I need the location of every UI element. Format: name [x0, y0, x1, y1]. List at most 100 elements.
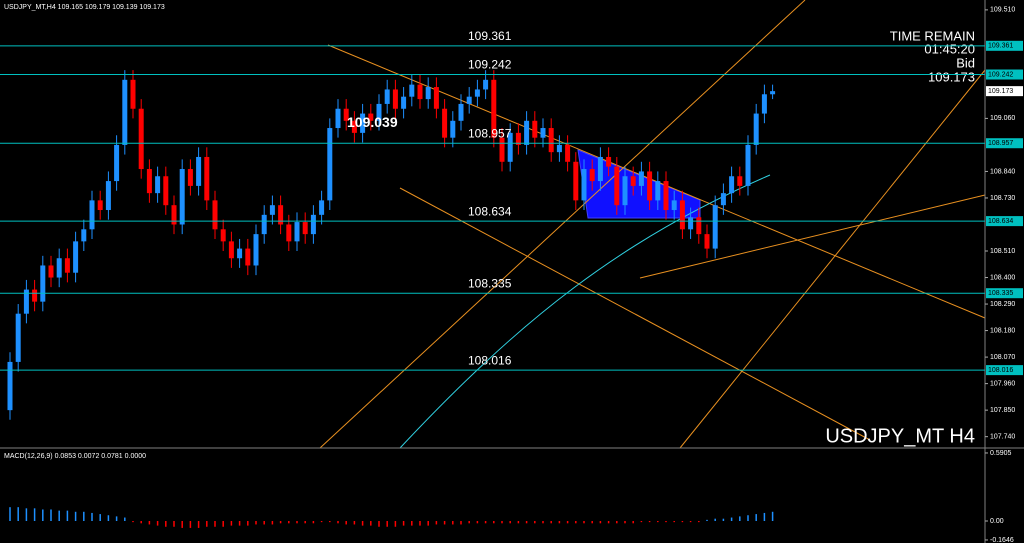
- macd-bar: [517, 520, 520, 524]
- macd-bar: [206, 520, 208, 527]
- candle-body: [64, 258, 70, 273]
- macd-bar: [452, 520, 454, 525]
- macd-bar: [74, 511, 77, 521]
- macd-bar: [616, 520, 618, 524]
- macd-bar: [624, 520, 626, 524]
- bid-price-box: [986, 86, 1023, 97]
- macd-bar: [689, 520, 692, 523]
- macd-bar: [755, 514, 757, 521]
- candle-body: [114, 144, 120, 182]
- macd-bar: [9, 507, 11, 521]
- macd-bar: [402, 520, 405, 526]
- macd-bar: [247, 520, 249, 526]
- candle-body: [278, 205, 284, 225]
- level-price-text: 108.957: [988, 140, 1013, 147]
- macd-bar: [296, 520, 298, 524]
- level-price-box: [986, 288, 1023, 299]
- candle-body: [105, 181, 111, 211]
- candle-body: [319, 200, 325, 215]
- macd-bar: [386, 520, 388, 527]
- candle-body: [335, 108, 341, 129]
- macd-bar: [771, 511, 774, 521]
- macd-bar: [107, 515, 110, 521]
- candle-body: [491, 79, 497, 138]
- candle-body: [122, 79, 128, 145]
- candle-body: [630, 176, 636, 186]
- candle-body: [474, 89, 480, 97]
- candle-body: [196, 156, 202, 186]
- candle-body: [442, 108, 448, 138]
- macd-bar: [279, 520, 282, 524]
- macd-bar: [165, 520, 167, 527]
- candle-body: [737, 176, 743, 186]
- macd-bar: [698, 520, 700, 523]
- y-tick-label: 109.510: [990, 7, 1015, 14]
- level-label: 108.016: [468, 353, 512, 367]
- candle-body: [655, 181, 661, 201]
- candle-body: [622, 176, 628, 206]
- candle-body: [253, 234, 259, 266]
- symbol-label: USDJPY_MT H4: [825, 425, 975, 447]
- macd-bar: [17, 507, 19, 521]
- price-annotation: 109.039: [347, 114, 398, 130]
- candle-body: [704, 234, 710, 249]
- candle-body: [458, 103, 464, 121]
- candle-body: [15, 313, 21, 362]
- macd-bar: [411, 520, 413, 526]
- macd-bar: [501, 520, 503, 524]
- macd-bar: [304, 520, 306, 524]
- candle-body: [450, 120, 456, 138]
- candle-body: [524, 120, 530, 145]
- level-price-box: [986, 216, 1023, 227]
- y-tick-label: 108.840: [990, 168, 1015, 175]
- candle-body: [688, 217, 694, 230]
- y-tick-label: 108.180: [990, 327, 1015, 334]
- candle-body: [212, 200, 218, 230]
- macd-bar: [181, 520, 183, 528]
- macd-bar: [255, 520, 257, 525]
- macd-bar: [394, 520, 397, 527]
- level-price-box: [986, 40, 1023, 51]
- y-tick-label: 107.740: [990, 434, 1015, 441]
- candle-body: [548, 128, 554, 153]
- macd-bar: [337, 520, 339, 524]
- candle-body: [228, 241, 234, 259]
- y-tick-label: 107.850: [990, 407, 1015, 414]
- y-tick-label: 0.5905: [990, 450, 1012, 457]
- candle-body: [753, 113, 759, 145]
- candle-body: [720, 193, 726, 206]
- candle-body: [745, 144, 751, 186]
- y-tick-label: 108.730: [990, 195, 1015, 202]
- candle-body: [48, 265, 54, 278]
- macd-bar: [140, 520, 142, 524]
- level-price-box: [986, 138, 1023, 149]
- macd-bar: [435, 520, 438, 525]
- candle-body: [146, 169, 152, 194]
- macd-bar: [173, 520, 175, 527]
- candle-body: [515, 132, 521, 145]
- candle-body: [573, 161, 579, 201]
- candle-body: [130, 79, 136, 109]
- candle-body: [360, 113, 366, 133]
- macd-bar: [99, 514, 101, 521]
- candle-body: [351, 120, 357, 133]
- candle-body: [179, 169, 185, 225]
- macd-bar: [607, 520, 610, 524]
- macd-bar: [132, 520, 134, 523]
- candle-body: [384, 89, 390, 104]
- macd-bar: [50, 509, 52, 521]
- macd-header: MACD(12,26,9) 0.0853 0.0072 0.0781 0.000…: [4, 453, 146, 460]
- candle-body: [261, 214, 267, 235]
- candle-body: [647, 171, 653, 201]
- candle-body: [97, 200, 103, 211]
- candle-body: [138, 108, 144, 170]
- macd-bar: [124, 517, 126, 521]
- macd-bar: [25, 508, 28, 521]
- candle-body: [269, 205, 275, 215]
- macd-bar: [42, 509, 44, 521]
- candle-body: [32, 289, 38, 302]
- candle-body: [589, 169, 595, 182]
- macd-bar: [763, 512, 766, 521]
- y-tick-label: -0.1646: [990, 537, 1014, 543]
